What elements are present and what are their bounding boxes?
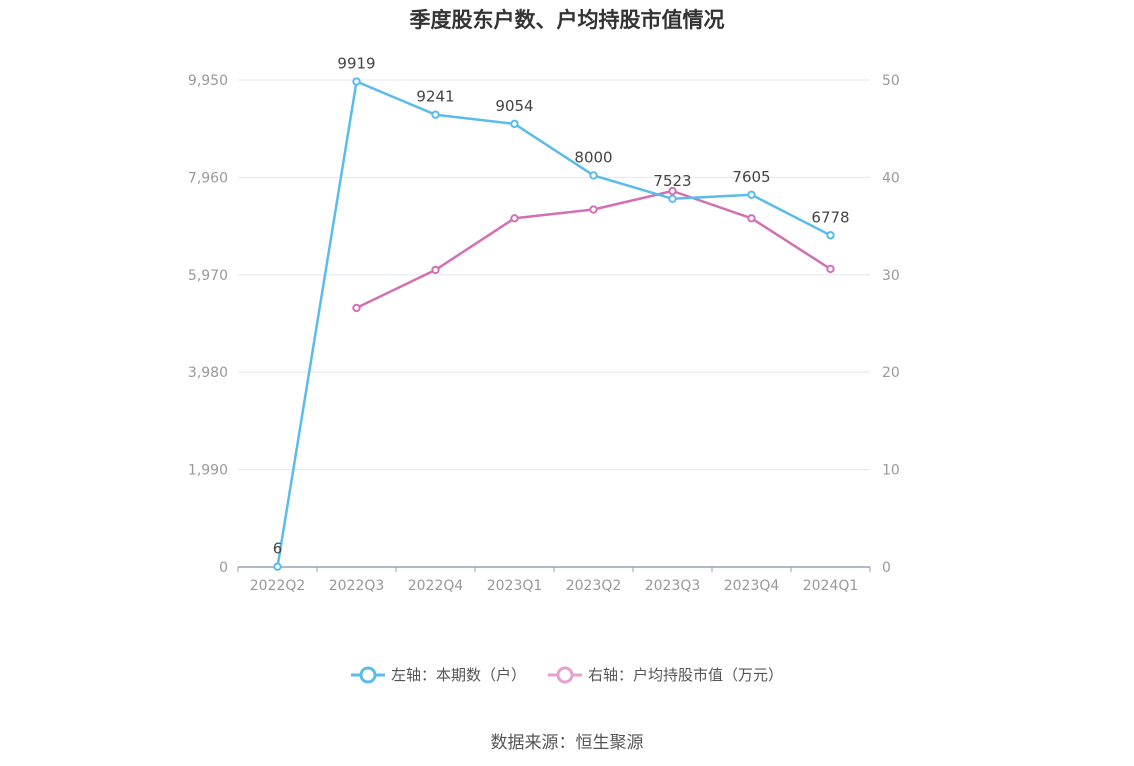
series-left-point bbox=[510, 119, 519, 129]
data-label: 9919 bbox=[337, 55, 375, 73]
legend-label-left: 左轴：本期数（户） bbox=[390, 666, 526, 684]
series-left-point bbox=[826, 231, 835, 240]
legend-item-right[interactable]: 右轴：户均持股市值（万元） bbox=[548, 664, 783, 685]
left-axis-tick-label: 7,960 bbox=[188, 170, 228, 186]
left-axis-tick-label: 5,970 bbox=[188, 268, 228, 284]
legend-swatch-left-icon bbox=[350, 666, 385, 683]
legend: 左轴：本期数（户） 右轴：户均持股市值（万元） bbox=[0, 664, 1134, 685]
series-left-point bbox=[747, 190, 756, 199]
legend-label-right: 右轴：户均持股市值（万元） bbox=[588, 666, 784, 684]
x-axis-tick-label: 2022Q2 bbox=[250, 578, 306, 594]
x-axis-tick-label: 2022Q3 bbox=[329, 578, 385, 594]
x-axis-tick-label: 2023Q1 bbox=[487, 578, 543, 594]
right-axis-tick-label: 30 bbox=[882, 268, 900, 284]
data-label: 6 bbox=[273, 540, 283, 558]
x-axis-tick-label: 2024Q1 bbox=[803, 578, 859, 594]
series-right-point bbox=[589, 205, 598, 214]
series-left-line bbox=[276, 80, 832, 567]
right-axis-tick-label: 50 bbox=[882, 73, 900, 89]
legend-swatch-right-icon bbox=[548, 666, 582, 683]
x-axis-tick-label: 2023Q2 bbox=[566, 578, 622, 594]
data-label: 8000 bbox=[574, 148, 612, 166]
data-label: 7523 bbox=[653, 172, 691, 190]
series-right-point bbox=[668, 186, 677, 196]
x-axis-tick-label: 2023Q4 bbox=[724, 578, 780, 594]
series-left-point bbox=[431, 110, 440, 119]
left-axis-tick-label: 1,990 bbox=[188, 463, 228, 479]
left-axis-tick-label: 3,980 bbox=[188, 365, 228, 381]
data-label: 7605 bbox=[732, 168, 770, 186]
series-right-point bbox=[431, 265, 440, 275]
data-source: 数据来源：恒生聚源 bbox=[490, 733, 644, 753]
series-left-point bbox=[352, 77, 361, 86]
data-label: 9054 bbox=[495, 97, 533, 115]
series-right-point bbox=[826, 264, 835, 274]
left-axis-tick-label: 9,950 bbox=[188, 73, 228, 89]
right-axis-tick-label: 20 bbox=[882, 365, 900, 381]
right-axis-tick-label: 0 bbox=[882, 560, 891, 576]
plot-area: 0 0 1,990 10 3,980 20 5,970 30 7,960 40 9,950 50 202… bbox=[188, 55, 900, 594]
series-left-point bbox=[668, 194, 677, 203]
series-left-point bbox=[273, 562, 282, 571]
legend-item-left[interactable]: 左轴：本期数（户） bbox=[350, 664, 526, 685]
series-left-point bbox=[589, 171, 598, 180]
x-axis-tick-label: 2022Q4 bbox=[408, 578, 464, 594]
series-right-point bbox=[747, 214, 756, 223]
data-label: 6778 bbox=[811, 208, 849, 226]
x-axis-tick-label: 2023Q3 bbox=[645, 578, 701, 594]
chart-title: 季度股东户数、户均持股市值情况 bbox=[409, 8, 725, 32]
data-label: 9241 bbox=[416, 88, 454, 106]
series-right-point bbox=[352, 303, 361, 313]
left-axis-tick-label: 0 bbox=[219, 560, 228, 576]
right-axis-tick-label: 40 bbox=[882, 170, 900, 186]
right-axis-tick-label: 10 bbox=[882, 463, 900, 479]
series-right-point bbox=[510, 214, 519, 223]
